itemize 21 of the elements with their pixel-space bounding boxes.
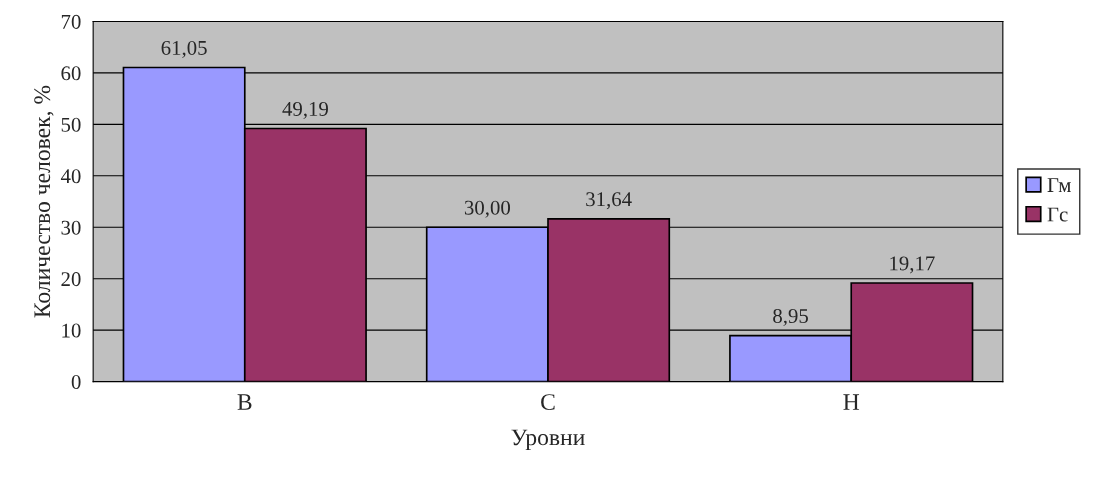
x-tick-label: С bbox=[541, 394, 555, 411]
y-tick-label: 40 bbox=[60, 169, 81, 184]
y-tick-label: 20 bbox=[61, 272, 81, 287]
data-label: 19,17 bbox=[890, 256, 935, 274]
y-tick-label: 70 bbox=[61, 14, 81, 29]
y-axis-title: Количество человек, % bbox=[34, 85, 54, 318]
x-tick-label: Н bbox=[843, 394, 860, 410]
data-label: 61,05 bbox=[161, 40, 207, 58]
y-tick-label: 50 bbox=[61, 117, 81, 132]
y-tick-label: 60 bbox=[61, 66, 81, 81]
data-label: 8,95 bbox=[773, 308, 808, 326]
x-axis-title: Уровни bbox=[511, 429, 585, 451]
y-tick-label: 0 bbox=[71, 374, 81, 390]
x-tick-label: В bbox=[237, 394, 252, 410]
y-tick-label: 30 bbox=[61, 220, 81, 235]
data-label: 49,19 bbox=[282, 101, 328, 119]
data-label: 30,00 bbox=[464, 200, 510, 218]
y-tick-label: 10 bbox=[62, 323, 81, 338]
legend-label: Гм bbox=[1047, 178, 1071, 192]
data-label: 31,64 bbox=[586, 192, 632, 210]
legend-label: Гс bbox=[1047, 207, 1068, 222]
